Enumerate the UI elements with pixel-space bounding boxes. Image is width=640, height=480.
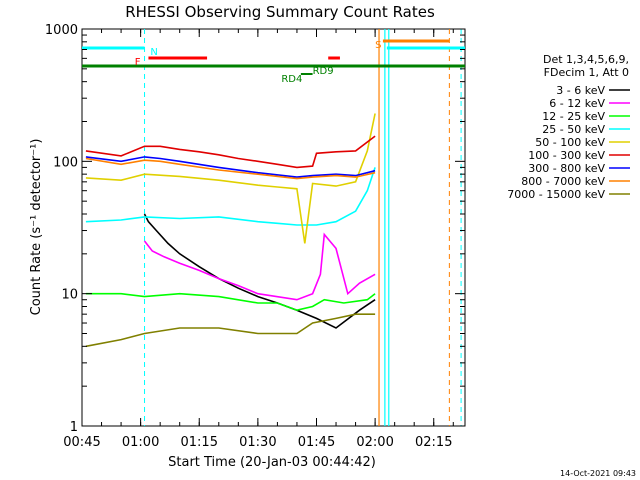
legend-label: 800 - 7000 keV xyxy=(521,175,605,188)
x-axis-label: Start Time (20-Jan-03 00:44:42) xyxy=(168,455,376,470)
legend-header: FDecim 1, Att 0 xyxy=(544,66,629,79)
flag-label: F xyxy=(135,57,141,68)
plot-frame xyxy=(81,28,466,427)
x-tick-label: 02:15 xyxy=(415,435,452,450)
series-line-3 xyxy=(85,167,376,226)
legend: Det 1,3,4,5,6,9,FDecim 1, Att 0 3 - 6 keV… xyxy=(507,53,630,201)
legend-label: 6 - 12 keV xyxy=(549,97,605,110)
x-tick-label: 01:45 xyxy=(298,435,335,450)
series-line-8 xyxy=(85,313,376,348)
series-line-7 xyxy=(85,157,376,180)
y-axis-label: Count Rate (s⁻¹ detector⁻¹) xyxy=(29,139,44,316)
x-tick-label: 01:00 xyxy=(122,435,159,450)
legend-header: Det 1,3,4,5,6,9, xyxy=(543,53,629,66)
legend-label: 50 - 100 keV xyxy=(535,136,605,149)
series-line-0 xyxy=(143,213,376,329)
series-line-4 xyxy=(85,113,376,244)
x-tick-label: 01:15 xyxy=(181,435,218,450)
x-tick-label: 00:45 xyxy=(63,435,100,450)
y-tick-label: 100 xyxy=(53,155,78,170)
flag-label: S xyxy=(375,40,381,51)
series-line-1 xyxy=(143,232,376,301)
legend-label: 7000 - 15000 keV xyxy=(507,188,605,201)
flag-label: N xyxy=(150,47,157,58)
footer-timestamp: 14-Oct-2021 09:43 xyxy=(560,469,636,478)
series-line-5 xyxy=(85,135,376,169)
flag-label: RD9 xyxy=(313,66,334,77)
legend-label: 25 - 50 keV xyxy=(542,123,605,136)
series-line-6 xyxy=(85,156,376,178)
flag-label: RD4 xyxy=(281,74,302,85)
legend-label: 300 - 800 keV xyxy=(528,162,605,175)
legend-label: 12 - 25 keV xyxy=(542,110,605,123)
series-line-2 xyxy=(85,292,376,312)
y-tick-label: 10 xyxy=(61,288,78,303)
x-tick-label: 01:30 xyxy=(239,435,276,450)
x-tick-label: 02:00 xyxy=(356,435,393,450)
legend-label: 3 - 6 keV xyxy=(556,84,605,97)
legend-label: 100 - 300 keV xyxy=(528,149,605,162)
y-tick-label: 1 xyxy=(70,420,78,435)
y-tick-label: 1000 xyxy=(45,23,78,38)
chart-title: RHESSI Observing Summary Count Rates xyxy=(125,3,435,21)
